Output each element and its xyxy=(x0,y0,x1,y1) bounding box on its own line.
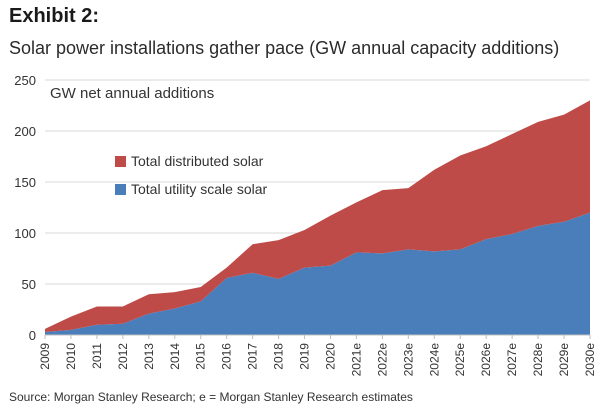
x-tick-label: 2015 xyxy=(194,343,208,370)
x-tick-label: 2023e xyxy=(401,343,415,377)
x-tick-label: 2030e xyxy=(583,343,597,377)
y-tick-label: 50 xyxy=(22,277,36,292)
x-tick-label: 2025e xyxy=(453,343,467,377)
x-tick-label: 2019 xyxy=(298,343,312,370)
x-tick-label: 2018 xyxy=(272,343,286,370)
chart-subtitle: Solar power installations gather pace (G… xyxy=(9,38,560,58)
y-tick-label: 100 xyxy=(14,226,36,241)
chart-annotation: GW net annual additions xyxy=(50,85,214,102)
x-tick-label: 2013 xyxy=(142,343,156,370)
area-total-utility-scale-solar xyxy=(45,212,590,335)
x-tick-label: 2020 xyxy=(323,343,337,370)
y-tick-label: 0 xyxy=(29,328,36,343)
y-tick-label: 150 xyxy=(14,175,36,190)
legend-label: Total distributed solar xyxy=(131,153,264,169)
x-tick-label: 2009 xyxy=(38,343,52,370)
axes: 0 50 100 150 200 250 2009 2010 2011 2012 2013 2014 2… xyxy=(14,73,597,376)
x-tick-label: 2017 xyxy=(246,343,260,370)
x-tick-label: 2028e xyxy=(531,343,545,377)
x-tick-label: 2026e xyxy=(479,343,493,377)
x-tick-label: 2012 xyxy=(116,343,130,370)
source-note: Source: Morgan Stanley Research; e = Mor… xyxy=(9,390,413,404)
x-tick-label: 2029e xyxy=(557,343,571,377)
x-tick-label: 2011 xyxy=(90,343,104,369)
x-tick-label: 2014 xyxy=(168,343,182,370)
y-tick-label: 200 xyxy=(14,124,36,139)
x-tick-label: 2024e xyxy=(427,343,441,377)
x-tick-label: 2022e xyxy=(375,343,389,377)
x-tick-label: 2016 xyxy=(220,343,234,370)
area-total-distributed-solar xyxy=(45,100,590,332)
legend-swatch xyxy=(115,156,126,167)
y-tick-label: 250 xyxy=(14,73,36,88)
x-tick-label: 2021e xyxy=(349,343,363,377)
legend: Total distributed solar Total utility sca… xyxy=(115,153,268,197)
legend-label: Total utility scale solar xyxy=(131,181,268,197)
x-tick-label: 2010 xyxy=(64,343,78,370)
exhibit-label: Exhibit 2: xyxy=(9,5,100,27)
area-series xyxy=(45,100,590,335)
legend-swatch xyxy=(115,184,126,195)
x-tick-label: 2027e xyxy=(505,343,519,377)
